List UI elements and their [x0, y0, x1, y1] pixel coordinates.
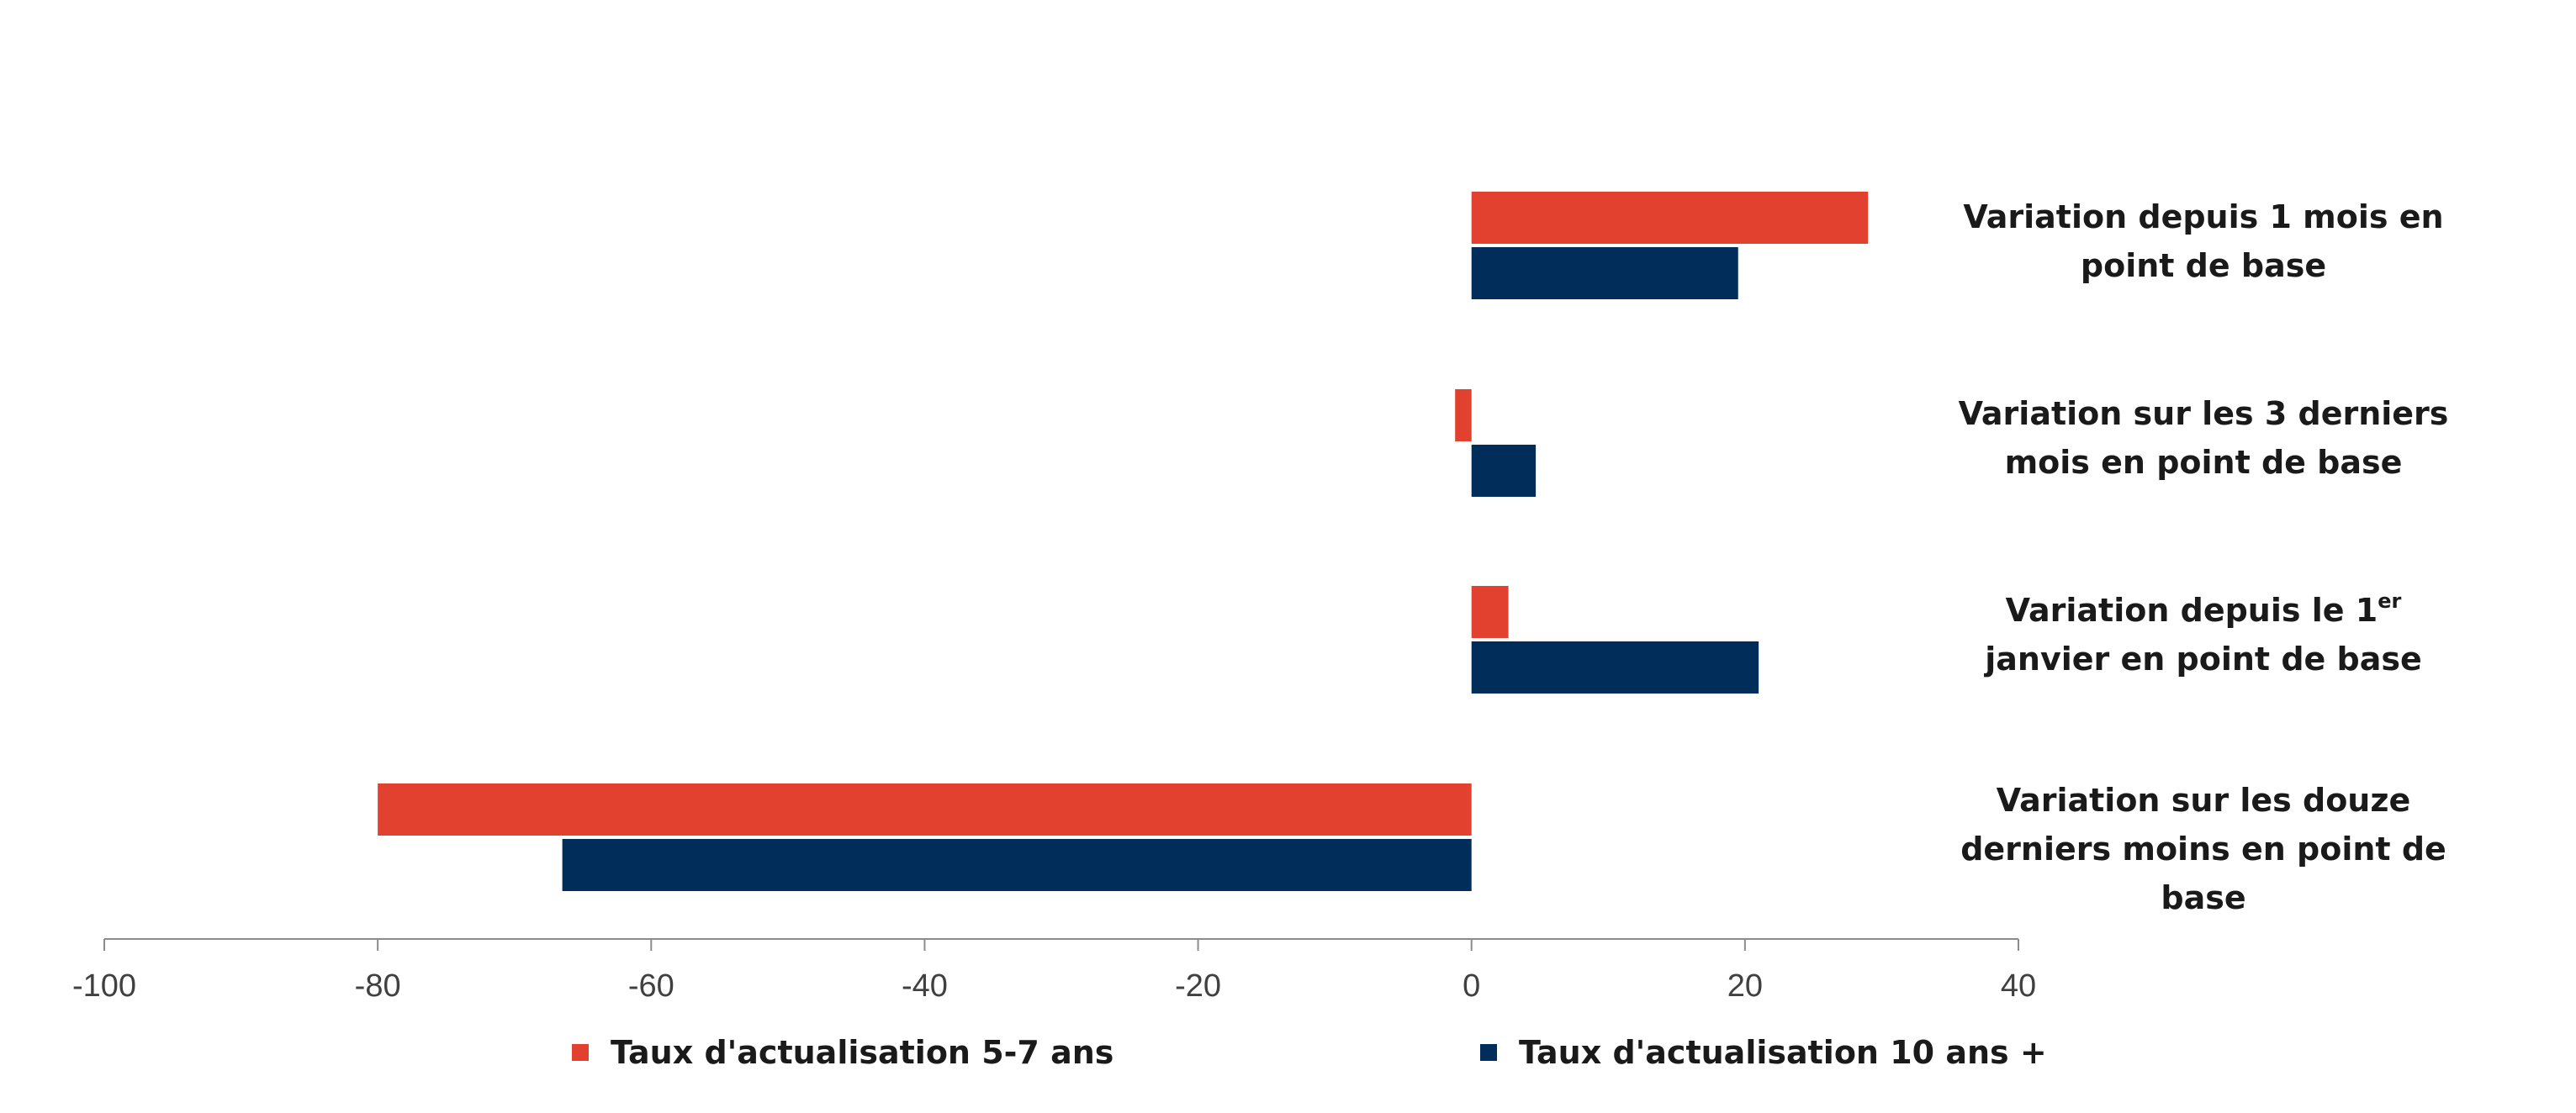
bars-group: [378, 192, 1869, 891]
x-tick-label: -80: [355, 968, 401, 1004]
x-axis-ticks: -100 -80 -60 -40 -20 0 20 40: [72, 939, 2036, 1004]
bar-series0-category2: [1471, 586, 1509, 638]
legend-label-5-7-ans: Taux d'actualisation 5-7 ans: [611, 1034, 1114, 1071]
x-tick-label: -100: [72, 968, 136, 1004]
bar-series1-category2: [1471, 641, 1759, 694]
category-label-1: Variation sur les 3 derniers mois en poin…: [1959, 395, 2449, 481]
x-tick-label: -40: [902, 968, 948, 1004]
bar-series0-category3: [378, 783, 1472, 836]
legend-swatch-10-ans: [1480, 1044, 1497, 1061]
bar-series1-category3: [562, 839, 1472, 891]
bar-series0-category0: [1471, 192, 1869, 244]
x-tick-label: -20: [1175, 968, 1221, 1004]
category-label-0: Variation depuis 1 mois en point de base: [1963, 198, 2443, 284]
x-tick-label: 20: [1727, 968, 1763, 1004]
bar-series1-category0: [1471, 247, 1738, 299]
category-label-2: Variation depuis le 1er janvier en point …: [1983, 589, 2422, 678]
category-label-3: Variation sur les douze derniers moins en…: [1960, 782, 2446, 916]
legend: Taux d'actualisation 5-7 ans Taux d'actu…: [0, 1034, 2576, 1084]
category-labels: Variation depuis 1 mois en point de base V…: [1959, 198, 2449, 916]
legend-label-10-ans: Taux d'actualisation 10 ans +: [1519, 1034, 2047, 1071]
legend-item-5-7-ans: Taux d'actualisation 5-7 ans: [572, 1034, 1113, 1071]
legend-item-10-ans: Taux d'actualisation 10 ans +: [1480, 1034, 2047, 1071]
x-tick-label: -60: [628, 968, 674, 1004]
x-tick-label: 40: [2001, 968, 2036, 1004]
bar-series0-category1: [1455, 389, 1472, 441]
bar-series1-category1: [1471, 445, 1537, 497]
legend-swatch-5-7-ans: [572, 1044, 589, 1061]
x-tick-label: 0: [1463, 968, 1480, 1004]
